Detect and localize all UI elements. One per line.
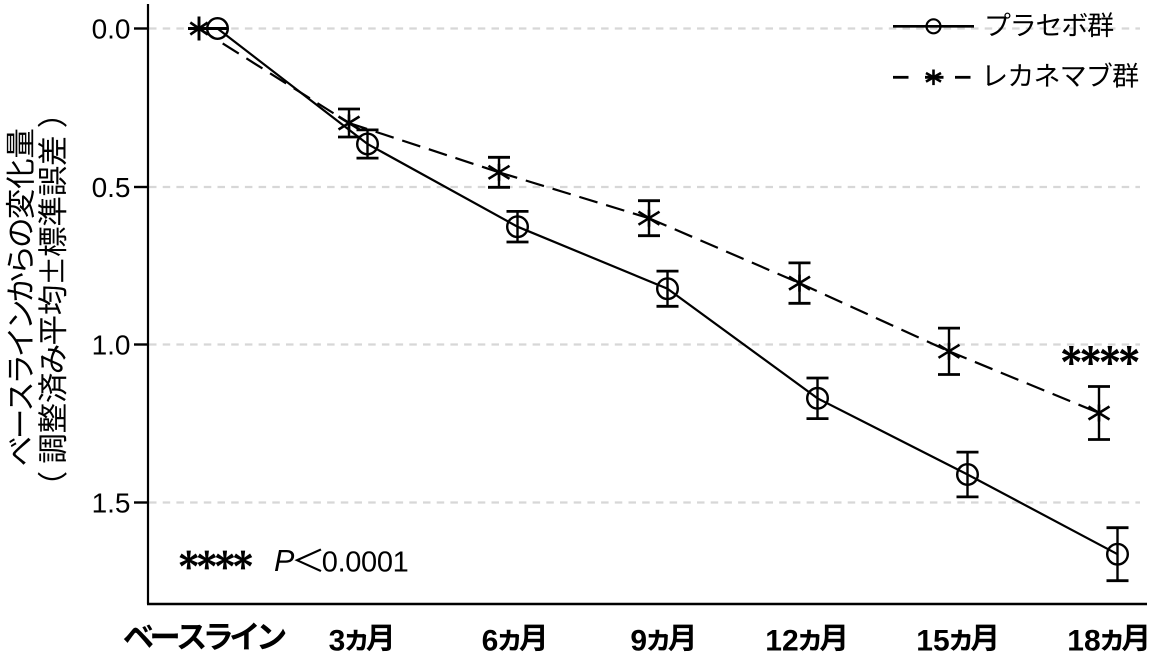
svg-text:0.0001: 0.0001 <box>322 547 409 579</box>
svg-text:3: 3 <box>329 625 346 658</box>
svg-text:9: 9 <box>630 625 647 658</box>
svg-text:0.5: 0.5 <box>92 172 131 203</box>
svg-text:P: P <box>274 544 295 578</box>
svg-text:18: 18 <box>1067 625 1100 658</box>
svg-text:15: 15 <box>916 625 949 658</box>
svg-text:0.0: 0.0 <box>92 14 131 45</box>
svg-text:1.0: 1.0 <box>92 330 131 361</box>
svg-text:6: 6 <box>482 625 499 658</box>
svg-text:1.5: 1.5 <box>92 488 131 519</box>
svg-text:12: 12 <box>765 625 798 658</box>
